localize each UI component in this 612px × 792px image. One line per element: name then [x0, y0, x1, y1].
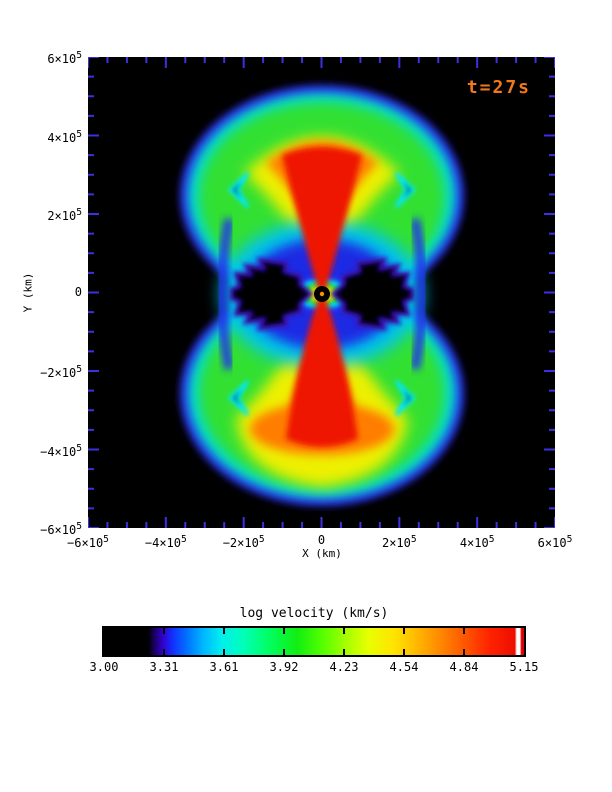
heatmap-image: [88, 57, 555, 528]
colorbar-tick: [403, 649, 405, 655]
center-core-dot: [319, 291, 325, 297]
x-tick-label: 4×105: [459, 534, 495, 550]
colorbar-tick-label: 5.15: [509, 660, 539, 674]
colorbar-title: log velocity (km/s): [239, 606, 389, 621]
chevron-top-right: [394, 171, 417, 209]
x-tick-label: 0: [317, 533, 326, 547]
colorbar-tick: [463, 628, 465, 634]
y-tick-label: −6×105: [40, 521, 82, 537]
y-tick-label: −2×105: [40, 364, 82, 380]
y-tick-label: −4×105: [40, 442, 82, 459]
colorbar-tick-label: 4.23: [329, 660, 359, 674]
y-tick-label: 2×105: [47, 207, 82, 223]
colorbar-tick: [163, 628, 165, 634]
colorbar-tick: [223, 628, 225, 634]
colorbar-tick: [283, 649, 285, 655]
colorbar-tick: [463, 649, 465, 655]
y-tick-label: 0: [74, 284, 82, 299]
plot-area: t=27s: [88, 57, 555, 528]
halo-arc-right: [410, 218, 427, 370]
colorbar-tick-label: 4.84: [449, 660, 479, 674]
chevron-top-left: [227, 171, 250, 209]
colorbar-tick: [283, 628, 285, 634]
colorbar-tick: [343, 628, 345, 634]
colorbar-tick-label: 4.54: [389, 660, 419, 674]
colorbar-tick-label: 3.92: [269, 660, 299, 674]
x-axis-title: X (km): [302, 547, 342, 560]
colorbar-tick: [403, 628, 405, 634]
colorbar-tick-label: 3.61: [209, 660, 239, 674]
x-tick-label: 6×105: [537, 534, 573, 550]
x-tick-label: −2×105: [222, 534, 265, 550]
colorbar: [102, 626, 526, 657]
time-annotation: t=27s: [466, 77, 531, 98]
x-tick-label: 2×105: [381, 534, 417, 550]
colorbar-tick: [343, 649, 345, 655]
chevron-bottom-right: [394, 379, 417, 417]
halo-arc-left: [217, 218, 234, 370]
colorbar-tick: [163, 649, 165, 655]
axis-tick-marks: [88, 57, 555, 528]
butterfly-left: [229, 257, 315, 331]
y-tick-label: 6×105: [47, 50, 82, 66]
y-tick-label: 4×105: [47, 128, 82, 145]
colorbar-tick: [223, 649, 225, 655]
x-tick-label: −6×105: [67, 534, 109, 550]
colorbar-tick-label: 3.00: [89, 660, 119, 674]
x-tick-label: −4×105: [144, 534, 187, 550]
butterfly-right: [329, 257, 415, 331]
colorbar-tick-label: 3.31: [149, 660, 179, 674]
chevron-bottom-left: [227, 379, 250, 417]
